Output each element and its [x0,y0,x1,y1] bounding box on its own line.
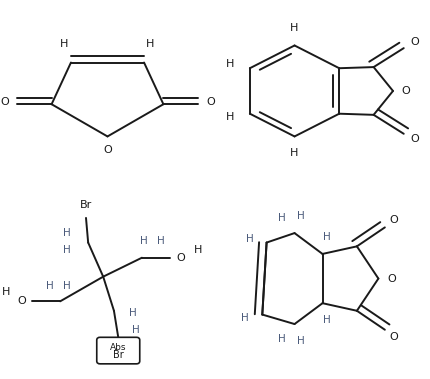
Text: H: H [290,149,299,158]
Text: H: H [63,228,71,238]
Text: H: H [46,281,53,291]
Text: H: H [246,234,253,244]
Text: H: H [157,236,165,246]
Text: O: O [17,296,26,306]
Text: H: H [140,236,148,246]
Text: Abs: Abs [110,343,126,352]
Text: H: H [226,60,235,69]
Text: H: H [226,113,235,122]
Text: O: O [387,274,396,283]
FancyBboxPatch shape [97,337,140,364]
Text: H: H [132,325,139,335]
Text: Br: Br [113,350,124,360]
Text: H: H [129,308,137,318]
Text: O: O [0,97,9,107]
Text: H: H [146,39,155,49]
Text: H: H [297,211,305,221]
Text: O: O [176,253,185,263]
Text: H: H [323,315,331,325]
Text: H: H [194,245,202,255]
Text: O: O [402,86,410,96]
Text: O: O [389,332,398,342]
Text: H: H [290,23,299,33]
Text: O: O [389,215,398,225]
Text: H: H [63,245,71,255]
Text: H: H [241,313,249,323]
Text: O: O [410,38,419,47]
Text: O: O [410,135,419,144]
Text: Br: Br [80,200,92,210]
Text: H: H [2,287,11,297]
Text: H: H [63,281,71,291]
Text: H: H [278,334,286,344]
Text: O: O [103,145,112,155]
Text: H: H [323,232,331,242]
Text: H: H [278,213,286,223]
Text: H: H [297,336,305,346]
Text: O: O [206,97,215,107]
Text: H: H [60,39,69,49]
